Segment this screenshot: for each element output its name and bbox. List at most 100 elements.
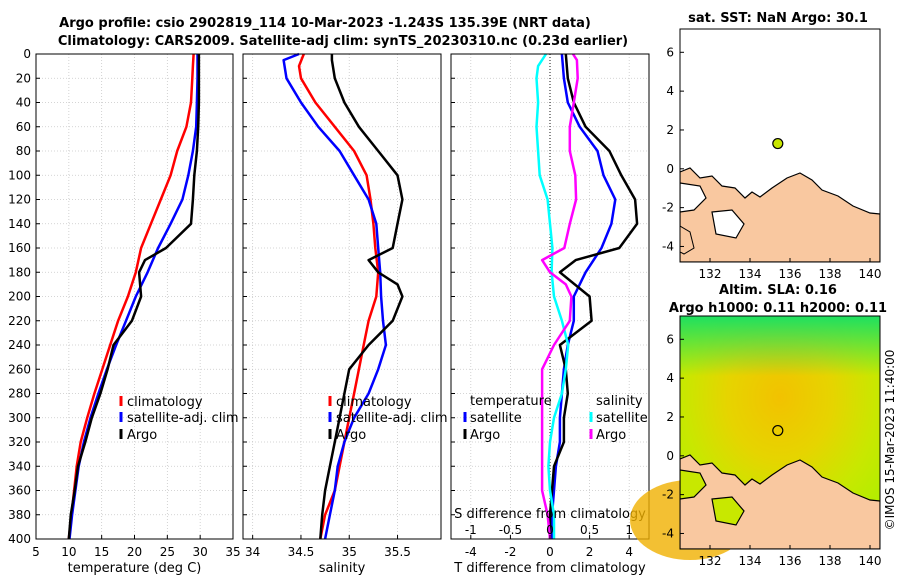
y-tick-label: 220 bbox=[8, 314, 31, 328]
sst-map-bay bbox=[680, 182, 707, 213]
map-y-tick-label: 0 bbox=[666, 162, 674, 176]
map-x-tick-label: 136 bbox=[779, 554, 802, 568]
legend-temperature-title: temperature bbox=[470, 394, 552, 409]
sla-map: 132 134 136 138 140 -4 -2 0 2 4 6 bbox=[630, 315, 881, 568]
y-tick-label: 240 bbox=[8, 338, 31, 352]
sla-map-title-line1: Altim. SLA: 0.16 bbox=[719, 283, 837, 298]
map-y-tick-label: -4 bbox=[662, 239, 674, 253]
sla-map-title-line2: Argo h1000: 0.11 h2000: 0.11 bbox=[669, 301, 887, 316]
legend-label-climatology: climatology bbox=[127, 395, 203, 410]
y-tick-label: 140 bbox=[8, 217, 31, 231]
map-x-tick-label: 132 bbox=[699, 267, 722, 281]
figure-title-line1: Argo profile: csio 2902819_114 10-Mar-20… bbox=[59, 16, 591, 31]
map-x-tick-label: 138 bbox=[819, 267, 842, 281]
x-tick-label: -2 bbox=[504, 545, 516, 559]
sst-map-ticks: 132 134 136 138 140 -4 -2 0 2 4 6 bbox=[662, 45, 881, 281]
x-tick-label-secondary: 0.5 bbox=[580, 523, 599, 537]
y-tick-label: 60 bbox=[16, 120, 31, 134]
legend-label-argo: Argo bbox=[336, 428, 366, 443]
map-x-tick-label: 134 bbox=[739, 554, 762, 568]
y-tick-label: 280 bbox=[8, 387, 31, 401]
y-tick-label: 400 bbox=[8, 532, 31, 546]
map-y-tick-label: -4 bbox=[662, 526, 674, 540]
legend-label-satellite: satellite-adj. clim bbox=[127, 411, 239, 426]
x-axis-label: T difference from climatology bbox=[453, 561, 646, 576]
sla-map-high-field bbox=[680, 316, 880, 376]
map-x-tick-label: 132 bbox=[699, 554, 722, 568]
x-tick-label: 5 bbox=[32, 545, 40, 559]
x-tick-label: 20 bbox=[127, 545, 142, 559]
x-axis-label: salinity bbox=[319, 561, 366, 576]
difference-panel: -4 -2 0 2 4 T difference from climatology temp… bbox=[450, 53, 650, 576]
sla-map-ticks: 132 134 136 138 140 -4 -2 0 2 4 6 bbox=[662, 332, 881, 568]
x-tick-label: 34.5 bbox=[288, 545, 315, 559]
x-axis-label-secondary: S difference from climatology bbox=[454, 507, 646, 522]
salinity-panel: 34 34.5 35 35.5 salinity climatologysatellite… bbox=[242, 52, 448, 576]
series-line-s_satellite bbox=[535, 53, 570, 539]
series-line-satellite bbox=[282, 52, 388, 540]
x-tick-label: 15 bbox=[94, 545, 109, 559]
temperature-panel: 5 10 15 20 25 30 35 temperature (deg C) 0 20 40 60 8… bbox=[8, 47, 241, 576]
map-x-tick-label: 140 bbox=[859, 554, 882, 568]
sst-map-land bbox=[680, 167, 880, 262]
x-tick-label: 35 bbox=[342, 545, 357, 559]
x-tick-label: 35 bbox=[225, 545, 240, 559]
map-x-tick-label: 140 bbox=[859, 267, 882, 281]
figure-title-line2: Climatology: CARS2009. Satellite-adj cli… bbox=[58, 34, 628, 49]
map-y-tick-label: 6 bbox=[666, 45, 674, 59]
legend-label-t-satellite: satellite bbox=[470, 411, 522, 426]
series-line-climatology bbox=[67, 53, 195, 540]
y-tick-label: 340 bbox=[8, 459, 31, 473]
map-y-tick-label: 4 bbox=[666, 371, 674, 385]
x-tick-label-secondary: 0 bbox=[546, 523, 554, 537]
series-line-argo bbox=[548, 53, 639, 539]
y-tick-label: 120 bbox=[8, 193, 31, 207]
x-tick-label-secondary: -1 bbox=[465, 523, 477, 537]
map-y-tick-label: 2 bbox=[666, 410, 674, 424]
series-line-s_argo bbox=[540, 53, 579, 540]
x-tick-label: 35.5 bbox=[384, 545, 411, 559]
legend-salinity-title: salinity bbox=[596, 394, 643, 409]
legend-label-satellite: satellite-adj. clim bbox=[336, 411, 448, 426]
map-y-tick-label: 4 bbox=[666, 84, 674, 98]
x-axis-label: temperature (deg C) bbox=[68, 561, 202, 576]
x-tick-label: 10 bbox=[61, 545, 76, 559]
legend-label-s_satellite: satellite bbox=[596, 411, 648, 426]
sla-map-bay bbox=[680, 469, 707, 500]
y-tick-label: 100 bbox=[8, 168, 31, 182]
sla-map-gulf bbox=[711, 496, 745, 526]
y-tick-label: 260 bbox=[8, 362, 31, 376]
map-y-tick-label: 0 bbox=[666, 449, 674, 463]
series-line-argo bbox=[67, 54, 201, 540]
y-tick-label: 320 bbox=[8, 435, 31, 449]
x-tick-label: -4 bbox=[465, 545, 477, 559]
y-tick-label: 80 bbox=[16, 144, 31, 158]
map-y-tick-label: 2 bbox=[666, 123, 674, 137]
map-y-tick-label: -2 bbox=[662, 201, 674, 215]
sst-map-title: sat. SST: NaN Argo: 30.1 bbox=[688, 11, 868, 26]
legend-label-s_argo: Argo bbox=[596, 428, 626, 443]
legend-label-t-argo: Argo bbox=[470, 428, 500, 443]
legend-label-argo: Argo bbox=[127, 428, 157, 443]
credit-text: ©IMOS 15-Mar-2023 11:40:00 bbox=[883, 350, 897, 531]
y-tick-label: 380 bbox=[8, 508, 31, 522]
map-y-tick-label: 6 bbox=[666, 332, 674, 346]
x-tick-label: 25 bbox=[160, 545, 175, 559]
sst-map-frame bbox=[679, 28, 881, 263]
y-tick-label: 360 bbox=[8, 484, 31, 498]
sla-map-frame bbox=[679, 315, 881, 550]
sla-map-new-guinea bbox=[680, 454, 880, 549]
sla-argo-marker bbox=[772, 424, 784, 437]
x-tick-label: 34 bbox=[245, 545, 260, 559]
y-tick-label: 40 bbox=[16, 96, 31, 110]
y-tick-label: 160 bbox=[8, 241, 31, 255]
x-tick-label-secondary: 1 bbox=[625, 523, 633, 537]
y-tick-label: 20 bbox=[16, 71, 31, 85]
sst-map: 132 134 136 138 140 -4 -2 0 2 4 6 bbox=[662, 28, 881, 281]
sst-map-gulf bbox=[711, 209, 745, 239]
sst-map-new-guinea bbox=[680, 167, 880, 262]
sst-map-island bbox=[680, 225, 695, 255]
y-tick-label: 180 bbox=[8, 265, 31, 279]
